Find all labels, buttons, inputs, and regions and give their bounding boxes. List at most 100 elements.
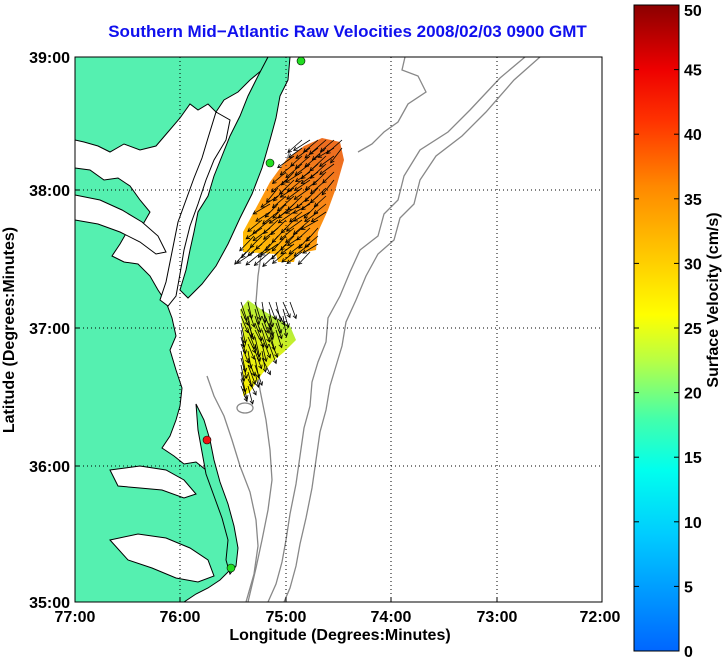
velocity-vector	[254, 350, 262, 369]
velocity-vector	[281, 171, 295, 186]
vector-head	[243, 374, 249, 380]
vector-head	[297, 260, 303, 266]
vector-head	[266, 198, 271, 203]
velocity-vector	[309, 139, 327, 155]
velocity-vector	[261, 343, 267, 362]
velocity-vector	[293, 219, 311, 235]
velocity-vector	[288, 147, 303, 158]
velocity-vector	[271, 235, 287, 252]
velocity-vector	[264, 203, 279, 218]
vector-head	[300, 179, 306, 184]
velocity-vector	[254, 251, 271, 266]
velocity-vector	[254, 364, 263, 386]
vector-head	[255, 217, 260, 222]
velocity-vector	[314, 195, 327, 207]
velocity-vector	[293, 211, 311, 222]
velocity-vector	[254, 322, 262, 341]
vector-head	[295, 203, 301, 209]
vector-head	[286, 195, 291, 200]
vector-head	[271, 259, 277, 264]
vector-head	[252, 236, 258, 242]
vector-head	[287, 148, 292, 153]
colorbar-label: Surface Velocity (cm/s)	[705, 212, 722, 387]
velocity-vector	[247, 301, 253, 319]
vector-head	[292, 209, 298, 214]
velocity-vector	[275, 308, 286, 326]
radar-station-marker	[202, 435, 212, 445]
vector-head	[317, 153, 323, 158]
vector-head	[281, 258, 286, 263]
colorbar-tick-label: 50	[684, 3, 702, 20]
vector-head	[277, 214, 283, 219]
velocity-vector	[254, 315, 262, 333]
radar-station-marker	[265, 158, 275, 168]
colorbar-tick-label: 10	[684, 515, 702, 532]
velocity-vector	[271, 179, 287, 193]
velocity-vector	[298, 235, 311, 249]
vector-head	[286, 259, 292, 265]
vector-head	[262, 368, 268, 373]
velocity-vector	[288, 243, 303, 255]
velocity-vector	[272, 171, 287, 184]
vector-head	[245, 261, 251, 266]
velocity-vector	[240, 350, 246, 372]
velocity-vector	[261, 357, 271, 375]
vector-head	[310, 217, 316, 223]
vector-head	[271, 179, 277, 184]
vector-head	[262, 235, 268, 240]
velocity-vector	[275, 301, 282, 322]
velocity-vector	[271, 243, 287, 260]
water-potomac	[75, 194, 167, 255]
velocity-vector	[285, 203, 303, 214]
vector-head	[255, 383, 260, 388]
y-tick-label: 38:00	[29, 183, 70, 200]
velocity-vector	[310, 163, 327, 179]
vector-head	[250, 335, 255, 341]
velocity-vector	[240, 364, 245, 382]
velocity-vectors-south	[240, 301, 297, 405]
x-tick-label: 77:00	[55, 609, 96, 626]
velocity-patch-north	[243, 138, 344, 262]
vector-head	[258, 381, 264, 387]
vector-head	[270, 230, 275, 236]
vector-head	[255, 373, 261, 379]
vector-head	[260, 251, 266, 256]
vector-head	[305, 237, 311, 242]
velocity-vector	[279, 227, 295, 240]
velocity-vector	[306, 227, 319, 242]
velocity-vector	[247, 371, 253, 388]
y-tick-label: 35:00	[29, 595, 70, 612]
velocity-vector	[303, 139, 319, 153]
velocity-vector	[252, 203, 271, 215]
velocity-vector	[311, 211, 327, 222]
vector-head	[295, 154, 301, 159]
x-tick-label: 76:00	[160, 609, 201, 626]
velocity-vector	[254, 301, 262, 321]
x-tick-label: 72:00	[580, 609, 621, 626]
velocity-vector	[285, 163, 303, 178]
vector-head	[321, 190, 326, 196]
velocity-vector	[261, 243, 279, 256]
vector-head	[319, 170, 324, 175]
vector-head	[263, 357, 268, 363]
velocity-vector	[301, 219, 319, 230]
vector-head	[265, 328, 270, 334]
velocity-vector	[265, 235, 279, 251]
vector-head	[266, 353, 272, 359]
velocity-vector	[240, 329, 245, 348]
axis-ticks	[75, 189, 498, 602]
velocity-vector	[254, 371, 259, 388]
velocity-vector	[303, 203, 319, 219]
x-tick-label: 74:00	[371, 609, 412, 626]
velocity-vector	[270, 219, 287, 235]
vector-head	[277, 163, 282, 169]
velocity-vector	[240, 336, 246, 354]
velocity-vector	[287, 235, 303, 246]
vector-head	[309, 174, 315, 179]
velocity-vector	[281, 251, 295, 263]
velocity-vector	[262, 251, 279, 267]
velocity-vector	[240, 322, 246, 344]
velocity-vector	[252, 227, 271, 241]
vector-head	[242, 367, 248, 373]
